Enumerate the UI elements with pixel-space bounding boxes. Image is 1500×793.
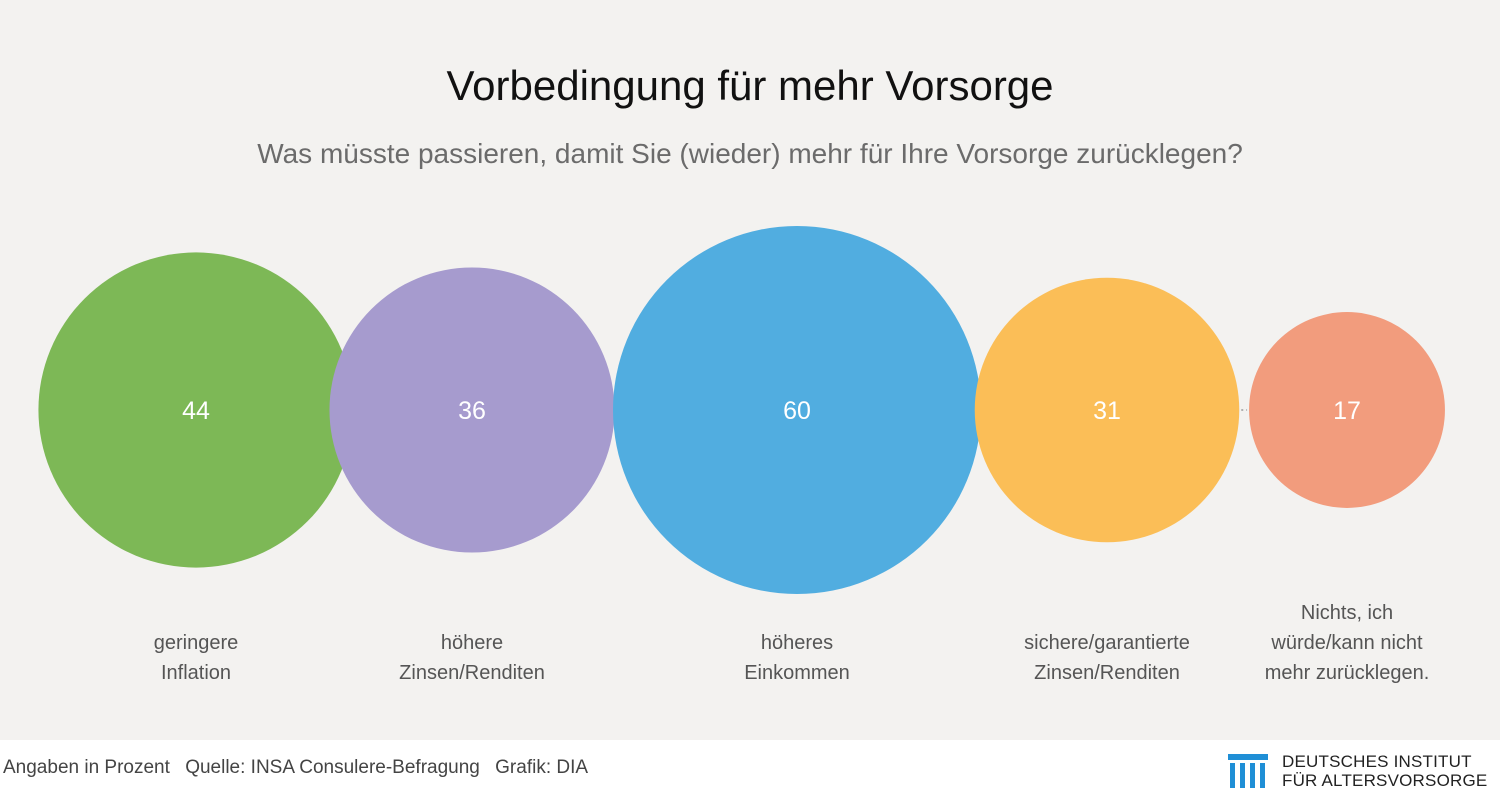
dia-logo-text: DEUTSCHES INSTITUT FÜR ALTERSVORSORGE: [1282, 752, 1487, 790]
footer-text: Angaben in Prozent Quelle: INSA Consuler…: [3, 757, 598, 779]
bubble-value-label: 31: [1093, 397, 1121, 425]
logo-line-1: DEUTSCHES INSTITUT: [1282, 752, 1472, 771]
bubble-value-label: 44: [182, 397, 210, 425]
footer-credit: Grafik: DIA: [495, 757, 589, 778]
bubble: [613, 226, 981, 594]
chart-title: Vorbedingung für mehr Vorsorge: [446, 62, 1054, 109]
bubble: [38, 252, 354, 568]
bubble-value-label: 17: [1333, 397, 1361, 425]
category-label: Nichts, ich würde/kann nicht mehr zurückle…: [1265, 602, 1430, 684]
category-label: höheres Einkommen: [744, 632, 850, 684]
footer: Angaben in Prozent Quelle: INSA Consuler…: [0, 740, 1500, 793]
bubble: [1249, 312, 1445, 508]
bubble-value-label: 36: [458, 397, 486, 425]
footer-note: Angaben in Prozent: [3, 757, 170, 778]
footer-source: Quelle: INSA Consulere-Befragung: [185, 757, 480, 778]
logo-line-2: FÜR ALTERSVORSORGE: [1282, 771, 1488, 790]
chart-subtitle: Was müsste passieren, damit Sie (wieder)…: [257, 138, 1243, 169]
bubble: [974, 277, 1240, 543]
bubble-value-label: 60: [783, 397, 811, 425]
dia-logo: DEUTSCHES INSTITUT FÜR ALTERSVORSORGE: [1228, 752, 1498, 792]
category-label: sichere/garantierte Zinsen/Renditen: [1024, 632, 1190, 684]
dia-logo-mark-icon: [1228, 754, 1268, 788]
category-label: höhere Zinsen/Renditen: [399, 632, 545, 684]
bubble-chart: 44 geringere Inflation 36 höhere Zinsen/Rendi…: [38, 226, 1445, 684]
category-label: geringere Inflation: [154, 632, 239, 684]
bubble: [329, 267, 615, 553]
